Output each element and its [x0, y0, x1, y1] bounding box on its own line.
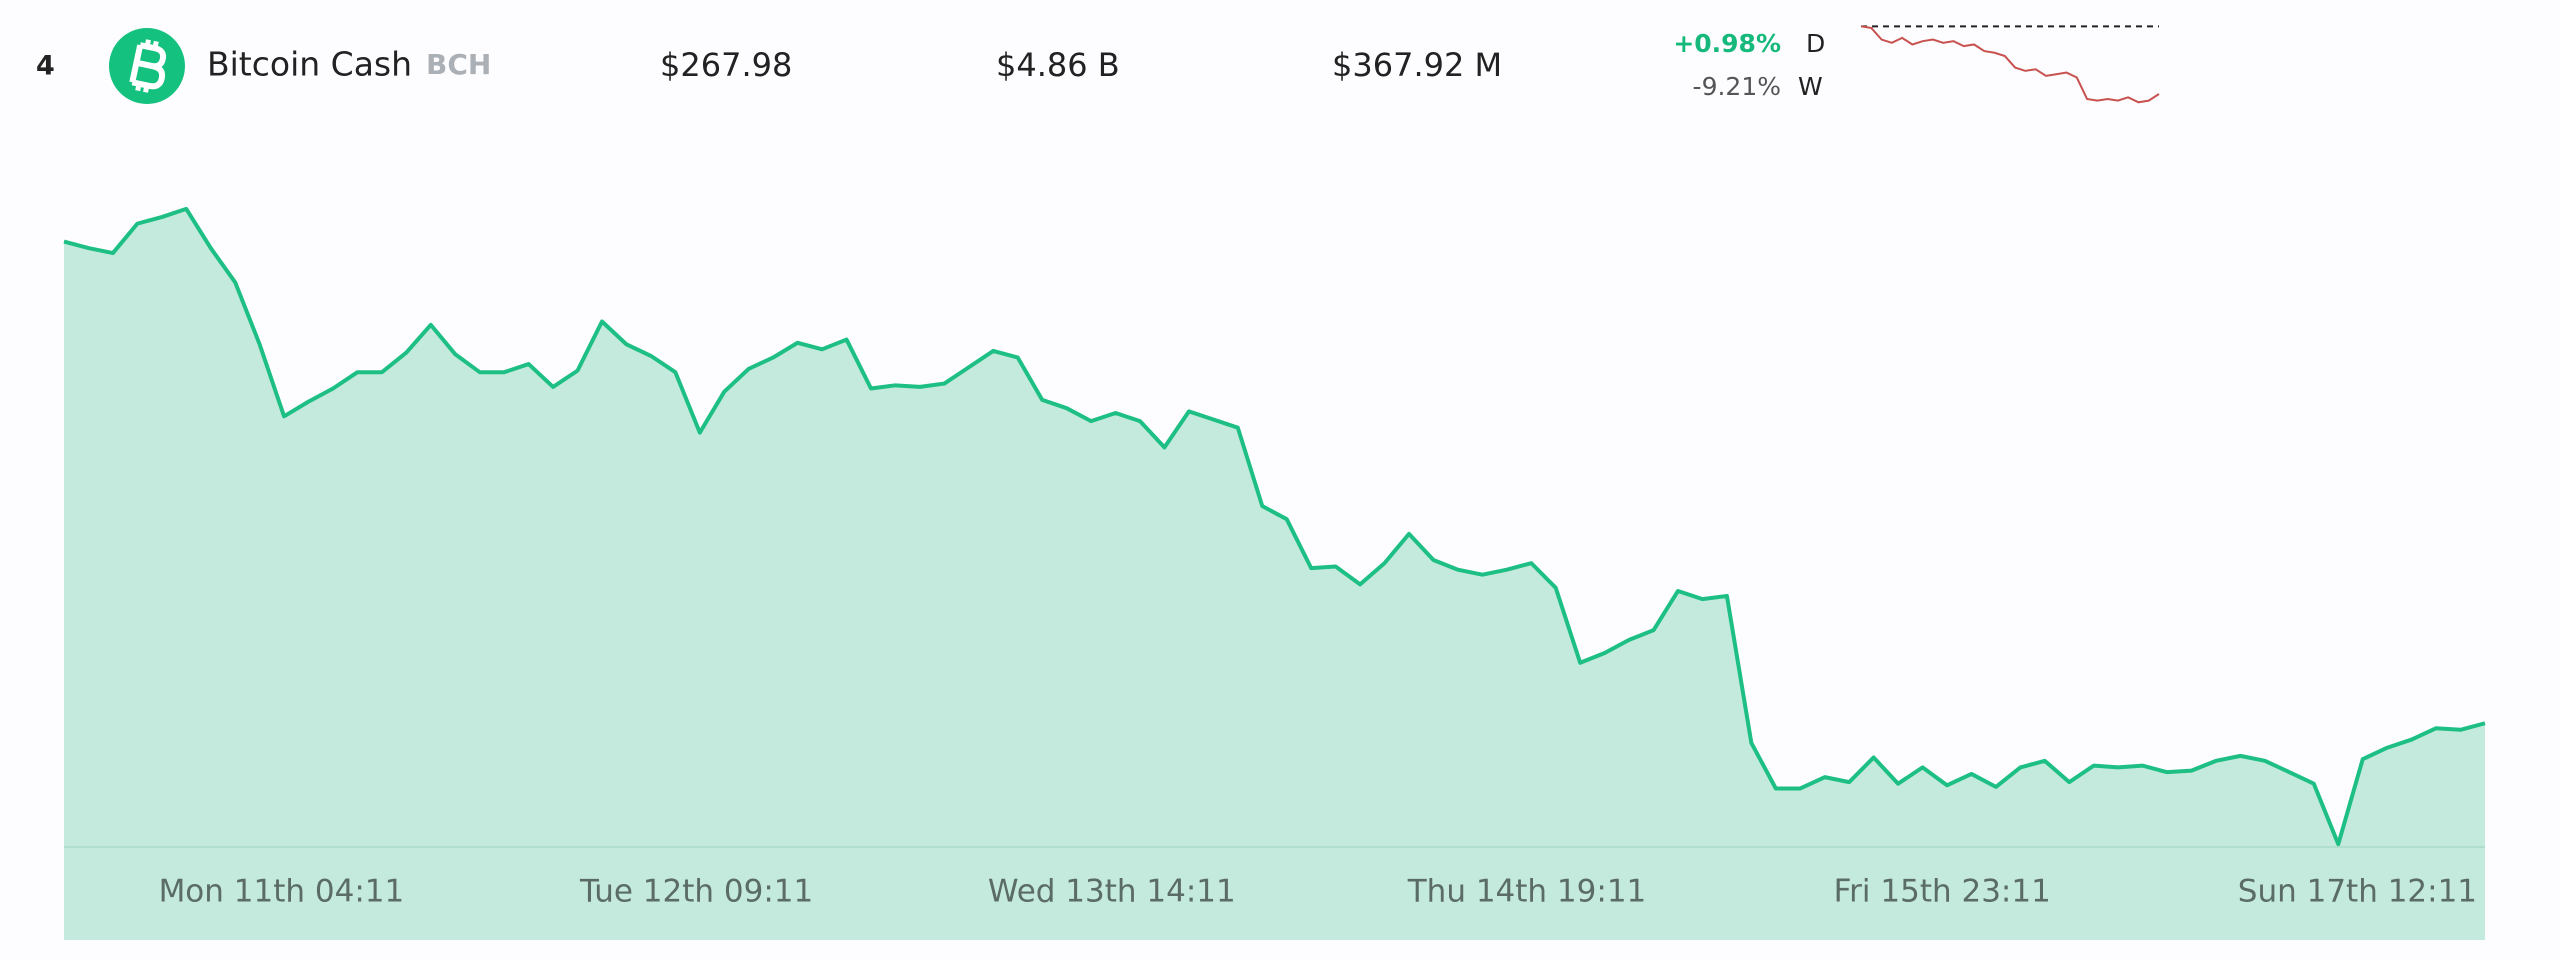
x-tick-label: Wed 13th 14:11	[988, 874, 1236, 910]
rank: 4	[36, 51, 55, 82]
day-label: D	[1806, 29, 1825, 58]
area-fill	[64, 208, 2485, 940]
price: $267.98	[660, 46, 792, 84]
x-tick-label: Mon 11th 04:11	[159, 874, 405, 910]
sparkline	[1860, 25, 2160, 104]
sparkline-line	[1860, 25, 2160, 104]
x-tick-label: Thu 14th 19:11	[1407, 874, 1647, 910]
market-cap: $4.86 B	[996, 46, 1120, 84]
volume: $367.92 M	[1332, 46, 1502, 84]
coin-icon	[109, 28, 185, 104]
x-tick-label: Sun 17th 12:11	[2238, 874, 2477, 910]
x-tick-label: Fri 15th 23:11	[1834, 874, 2051, 910]
week-label: W	[1798, 72, 1823, 101]
week-change: -9.21%	[1693, 72, 1781, 101]
coin-symbol: BCH	[426, 48, 491, 81]
price-chart: Mon 11th 04:11 Tue 12th 09:11 Wed 13th 14:…	[63, 206, 2486, 940]
area-line	[63, 206, 2486, 847]
coin-name: Bitcoin Cash	[207, 45, 412, 84]
x-tick-label: Tue 12th 09:11	[579, 874, 813, 910]
day-change: +0.98%	[1673, 29, 1781, 58]
